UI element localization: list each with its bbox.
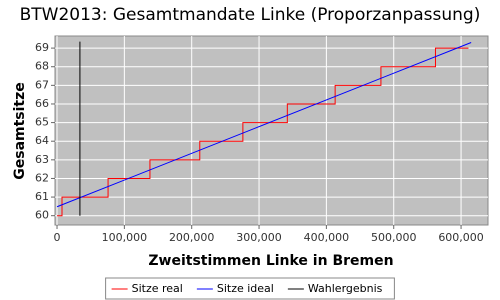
plot-area (54, 35, 489, 226)
y-tick-label: 61 (35, 190, 49, 203)
y-tick-label: 64 (35, 134, 49, 147)
y-axis-label: Gesamtsitze (12, 82, 28, 180)
legend-label: Wahlergebnis (308, 282, 383, 295)
legend-label: Sitze ideal (217, 282, 274, 295)
x-tick-label: 600,000 (438, 231, 484, 244)
x-tick-label: 200,000 (169, 231, 215, 244)
y-tick-label: 65 (35, 116, 49, 129)
chart-title: BTW2013: Gesamtmandate Linke (Proporzanp… (20, 5, 481, 25)
y-tick-label: 69 (35, 41, 49, 54)
y-tick-label: 66 (35, 97, 49, 110)
y-tick-label: 62 (35, 171, 49, 184)
legend-box (105, 277, 395, 300)
x-tick-label: 300,000 (236, 231, 282, 244)
x-tick-label: 100,000 (102, 231, 148, 244)
legend-label: Sitze real (132, 282, 183, 295)
series-line (57, 47, 469, 217)
y-tick-label: 63 (35, 153, 49, 166)
x-tick-label: 500,000 (371, 231, 417, 244)
y-tick-label: 68 (35, 60, 49, 73)
y-tick-label: 67 (35, 78, 49, 91)
x-tick-label: 400,000 (304, 231, 350, 244)
series-line (56, 42, 472, 208)
x-axis-label: Zweitstimmen Linke in Bremen (148, 253, 393, 269)
y-tick-label: 60 (35, 209, 49, 222)
x-tick-label: 0 (54, 231, 61, 244)
